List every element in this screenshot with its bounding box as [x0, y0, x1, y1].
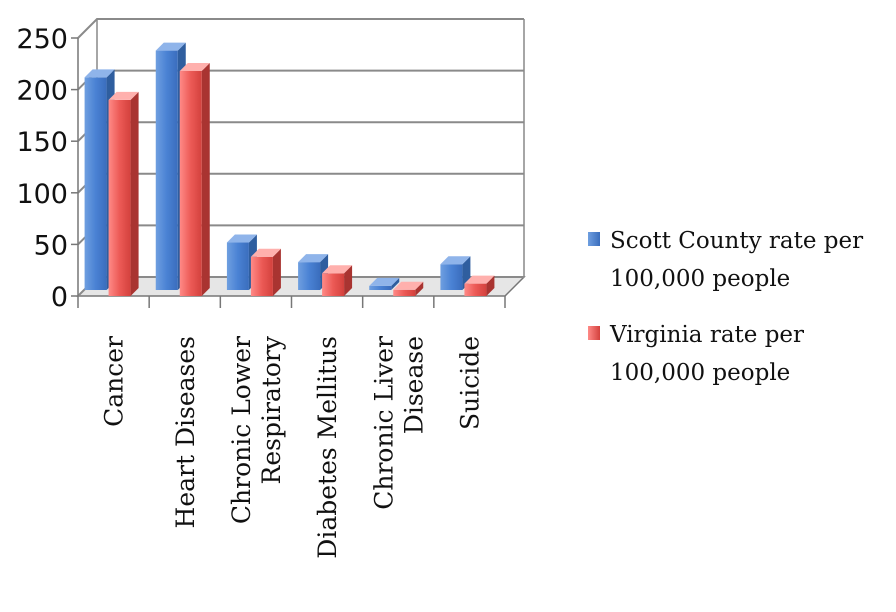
bar-virginia [464, 283, 487, 296]
bar-scott [298, 262, 321, 290]
x-tick-label: Diabetes Mellitus [313, 336, 342, 559]
gridlines [77, 18, 524, 297]
bar-top-scott [84, 69, 115, 78]
gridline [77, 121, 524, 142]
legend: Scott County rate per 100,000 people Vir… [588, 222, 888, 410]
bar-side-virginia [201, 63, 210, 296]
bar-scott [440, 264, 463, 290]
gridline [77, 172, 524, 194]
bar-virginia [393, 289, 416, 296]
bar-top-scott [155, 42, 186, 51]
bar-top-scott [369, 277, 400, 286]
bar-top-virginia [464, 275, 495, 284]
legend-item-scott: Scott County rate per 100,000 people [588, 222, 888, 298]
y-tick-label: 50 [34, 230, 68, 261]
bar-top-virginia [179, 63, 210, 72]
plot-walls [76, 19, 526, 297]
bar-virginia [250, 256, 273, 296]
bar-top-virginia [108, 91, 139, 100]
bar-top-virginia [393, 281, 424, 290]
y-tick-label: 100 [16, 179, 68, 210]
gridline [77, 69, 524, 91]
bar-virginia [322, 273, 345, 296]
y-tick-label: 200 [16, 76, 68, 107]
bar-top-scott [298, 254, 329, 263]
bar-scott [369, 285, 392, 290]
legend-label-virginia: Virginia rate per 100,000 people [610, 322, 805, 386]
bar-side-virginia [344, 265, 353, 296]
bar-top-virginia [250, 248, 281, 257]
bar-top-scott [226, 234, 257, 243]
bar-top-scott [440, 256, 471, 265]
y-tick-label: 150 [16, 127, 68, 158]
legend-item-virginia: Virginia rate per 100,000 people [588, 316, 888, 392]
x-tick-labels: Cancer Heart Diseases Chronic LowerRespira… [100, 335, 485, 559]
bar-scott [226, 242, 249, 290]
bar-side-scott [391, 277, 400, 290]
x-tick-label: Cancer [100, 336, 129, 427]
legend-swatch-virginia [588, 326, 600, 340]
legend-swatch-scott [588, 232, 600, 246]
bar-side-virginia [130, 91, 139, 296]
x-tick-label: Heart Diseases [171, 336, 200, 528]
legend-label-scott: Scott County rate per 100,000 people [610, 228, 864, 292]
bar-scott [84, 77, 107, 291]
x-tick-label: Chronic LiverDisease [369, 336, 428, 510]
x-tick-label: Chronic LowerRespiratory [227, 335, 286, 524]
bar-virginia [108, 99, 131, 296]
bar-side-virginia [272, 248, 281, 296]
x-tick-label: Suicide [455, 336, 484, 430]
y-tick-label: 250 [16, 24, 68, 55]
y-tick-labels: 0 50 100 150 200 250 [16, 24, 68, 313]
bars [84, 42, 495, 296]
axes [71, 37, 506, 308]
bar-side-virginia [486, 275, 495, 296]
bar-virginia [179, 71, 202, 296]
bar-top-virginia [322, 265, 353, 274]
bar-scott [155, 50, 178, 290]
bar-side-virginia [415, 281, 424, 296]
y-tick-label: 0 [51, 282, 68, 313]
gridline [77, 18, 524, 39]
gridline [77, 224, 524, 246]
